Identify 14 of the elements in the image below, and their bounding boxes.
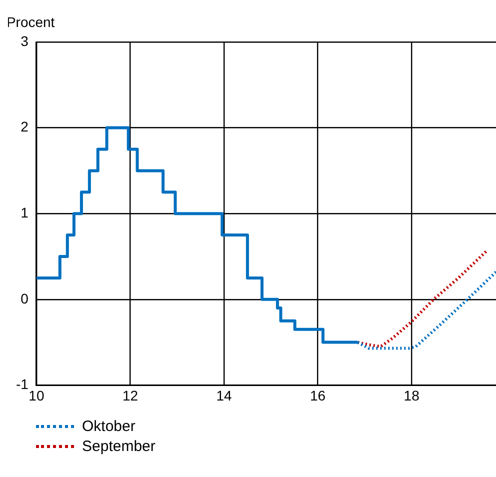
y-tick-label: -1 — [16, 376, 29, 392]
y-tick-label: 0 — [20, 290, 29, 306]
y-tick-label: 1 — [20, 204, 29, 220]
x-tick-label: 16 — [310, 387, 326, 404]
x-tick-label: 10 — [28, 387, 44, 404]
y-tick-label: 3 — [20, 32, 29, 49]
legend-label: September — [82, 438, 156, 455]
x-tick-label: 14 — [216, 387, 232, 404]
legend-label: Oktober — [82, 418, 136, 435]
y-axis-title: Procent — [6, 14, 55, 30]
y-tick-label: 2 — [20, 118, 29, 135]
x-tick-label: 18 — [404, 387, 420, 404]
line-series — [356, 248, 489, 348]
x-tick-label: 12 — [122, 387, 138, 404]
